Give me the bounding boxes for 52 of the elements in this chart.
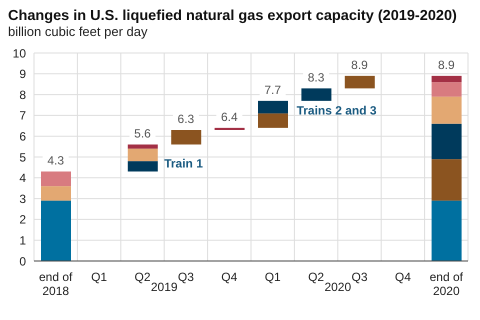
y-tick-label: 8 (19, 88, 26, 102)
bar (258, 100, 288, 114)
text: 2019 (150, 280, 178, 294)
bar (432, 159, 462, 201)
x-tick-label: Q1 (91, 270, 108, 284)
bar (41, 172, 71, 186)
bar (171, 130, 202, 145)
x-tick-label: Q4 (394, 270, 412, 284)
x-tick-label: Q1 (264, 270, 282, 284)
bar (432, 96, 462, 124)
annotation: 8.9 (351, 58, 368, 72)
bar (258, 113, 288, 128)
annotation: 8.3 (308, 70, 325, 84)
x-tick-label: end of 2018 (39, 270, 74, 298)
bar (41, 186, 71, 201)
bar (432, 124, 462, 160)
y-tick-label: 1 (19, 233, 26, 248)
annotation: 4.3 (47, 154, 64, 168)
x-tick-label: Q4 (221, 270, 238, 284)
bar (432, 76, 462, 82)
y-tick-label: 10 (12, 46, 26, 60)
x-tick-label: end of 2020 (430, 270, 464, 298)
bar (128, 144, 158, 149)
x-tick-label: Q3 (351, 270, 368, 284)
y-tick-label: 2 (19, 212, 26, 227)
y-tick-label: 9 (19, 67, 26, 82)
x-tick-label: Q2 (134, 270, 151, 284)
annotation: 8.9 (438, 58, 455, 72)
y-tick-label: 6 (19, 129, 26, 144)
bar (128, 161, 158, 172)
bar (432, 82, 462, 97)
annotation: Trains 2 and 3 (296, 103, 377, 118)
x-tick-label: Q2 (308, 270, 324, 284)
y-tick-label: 4 (19, 171, 26, 186)
bar (301, 88, 332, 101)
annotation: 7.7 (264, 82, 282, 97)
annotation: Train 1 (164, 156, 204, 170)
y-tick-label: 3 (19, 192, 26, 206)
chart-subtitle: billion cubic feet per day (8, 24, 148, 39)
y-tick-label: 5 (19, 150, 26, 164)
y-tick-label: 0 (19, 254, 26, 268)
chart-title: Changes in U.S. liquefied natural gas export capacity (2019-2020) (8, 8, 458, 24)
text: 2020 (324, 280, 352, 294)
bar (128, 148, 158, 162)
annotation: 6.3 (178, 112, 195, 126)
bar (432, 200, 462, 261)
y-tick-label: 7 (19, 108, 26, 123)
x-tick-label: Q3 (178, 270, 194, 284)
bar (344, 76, 375, 88)
annotation: 6.4 (220, 110, 238, 124)
bar (41, 200, 71, 261)
annotation: 5.6 (134, 126, 152, 141)
